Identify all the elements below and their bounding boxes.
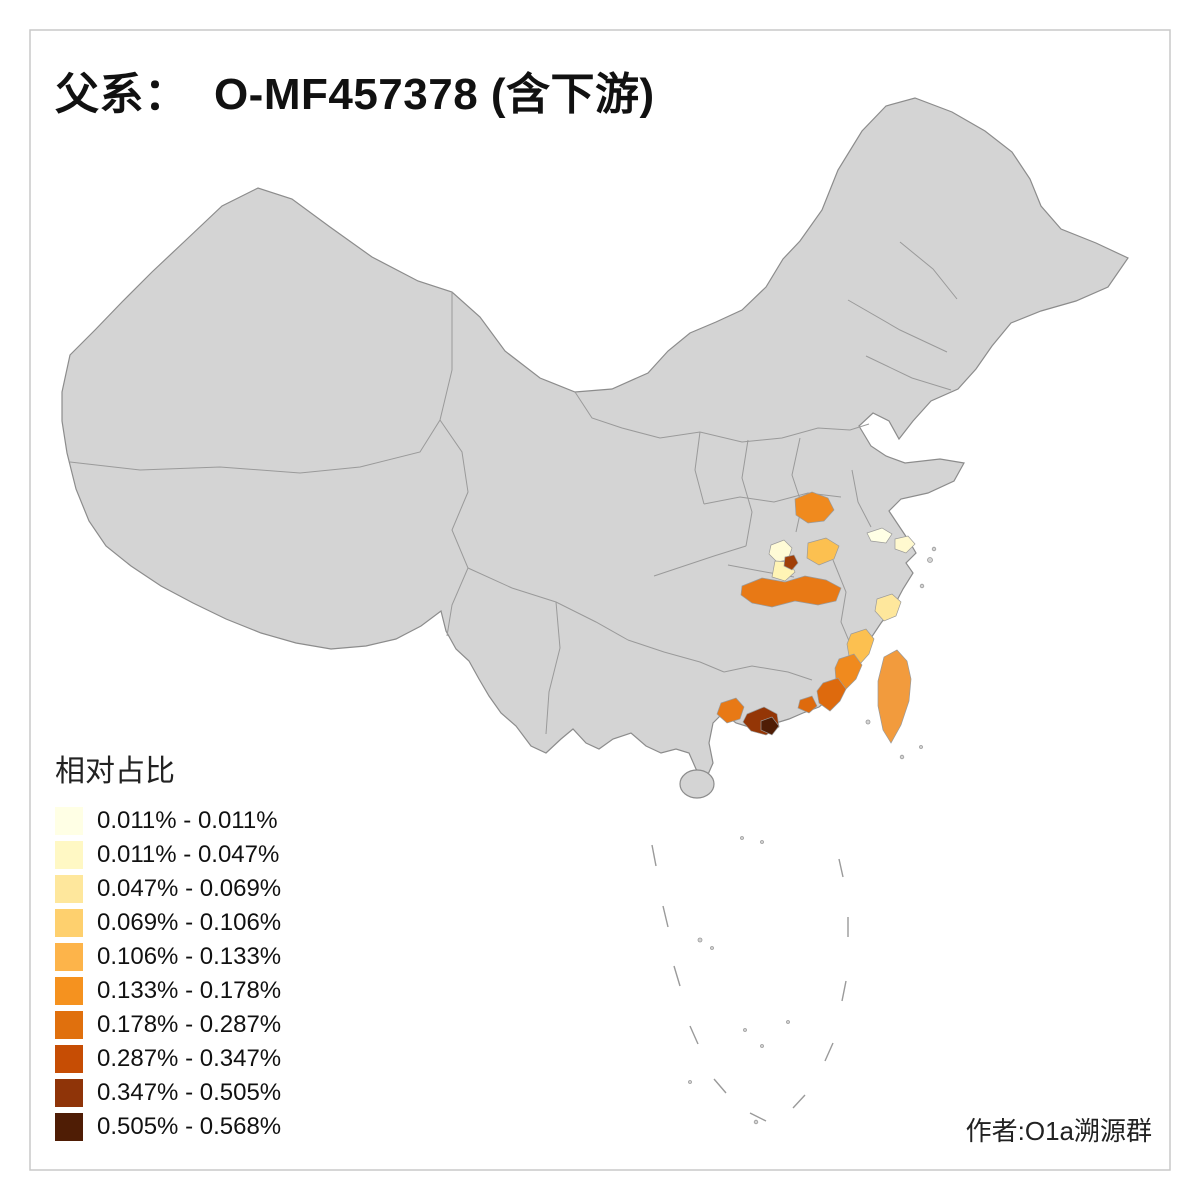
legend-swatch xyxy=(55,806,83,835)
region-fujian-mid xyxy=(834,653,863,690)
legend-item: 0.069% - 0.106% xyxy=(55,908,281,937)
legend-swatch xyxy=(55,1078,83,1107)
region-hubei xyxy=(794,491,835,524)
legend: 相对占比 0.011% - 0.011% 0.011% - 0.047% 0.0… xyxy=(55,746,281,1146)
region-guangxi-spot xyxy=(716,697,745,724)
legend-swatch xyxy=(55,908,83,937)
legend-swatch xyxy=(55,1044,83,1073)
legend-label: 0.069% - 0.106% xyxy=(97,909,282,936)
legend-label: 0.106% - 0.133% xyxy=(97,943,282,970)
highlighted-regions xyxy=(716,491,916,744)
legend-item: 0.047% - 0.069% xyxy=(55,874,281,903)
china-mainland xyxy=(61,97,1129,781)
legend-item: 0.133% - 0.178% xyxy=(55,976,281,1005)
region-guangdong-east xyxy=(797,695,818,714)
legend-item: 0.287% - 0.347% xyxy=(55,1044,281,1073)
hainan-island xyxy=(679,769,715,799)
legend-item: 0.011% - 0.047% xyxy=(55,840,281,869)
legend-item: 0.505% - 0.568% xyxy=(55,1112,281,1141)
legend-title: 相对占比 xyxy=(55,755,175,788)
author-credit: 作者:O1a溯源群 xyxy=(965,1116,1152,1146)
region-zhejiang-pale xyxy=(874,593,902,622)
legend-swatch xyxy=(55,840,83,869)
region-taiwan xyxy=(877,649,912,744)
region-fujian-south xyxy=(816,677,847,712)
legend-label: 0.047% - 0.069% xyxy=(97,875,282,902)
region-northeast-hunan xyxy=(806,537,840,566)
legend-item: 0.011% - 0.011% xyxy=(55,806,281,835)
legend-item: 0.106% - 0.133% xyxy=(55,942,281,971)
legend-label: 0.505% - 0.568% xyxy=(97,1113,282,1140)
legend-label: 0.347% - 0.505% xyxy=(97,1079,282,1106)
legend-swatch xyxy=(55,1010,83,1039)
legend-label: 0.011% - 0.047% xyxy=(97,841,280,868)
legend-swatch xyxy=(55,1112,83,1141)
region-guangdong-darkest xyxy=(760,716,780,736)
province-boundaries xyxy=(69,241,958,735)
region-shanghai-pale-b xyxy=(894,535,916,554)
legend-label: 0.178% - 0.287% xyxy=(97,1011,282,1038)
page-title: 父系： O-MF457378 (含下游) xyxy=(55,70,655,119)
legend-item: 0.347% - 0.505% xyxy=(55,1078,281,1107)
region-shanghai-pale-a xyxy=(866,527,893,544)
panel-border xyxy=(29,29,1171,1171)
legend-swatch xyxy=(55,976,83,1005)
legend-label: 0.287% - 0.347% xyxy=(97,1045,282,1072)
region-west-hunan-dark-spot xyxy=(783,554,799,571)
legend-label: 0.133% - 0.178% xyxy=(97,977,282,1004)
offshore-islets xyxy=(688,546,937,1125)
legend-swatch xyxy=(55,942,83,971)
region-hunan-band xyxy=(740,575,842,608)
legend-item: 0.178% - 0.287% xyxy=(55,1010,281,1039)
legend-swatch xyxy=(55,874,83,903)
nine-dash-line xyxy=(651,844,849,1122)
legend-label: 0.011% - 0.011% xyxy=(97,807,278,834)
